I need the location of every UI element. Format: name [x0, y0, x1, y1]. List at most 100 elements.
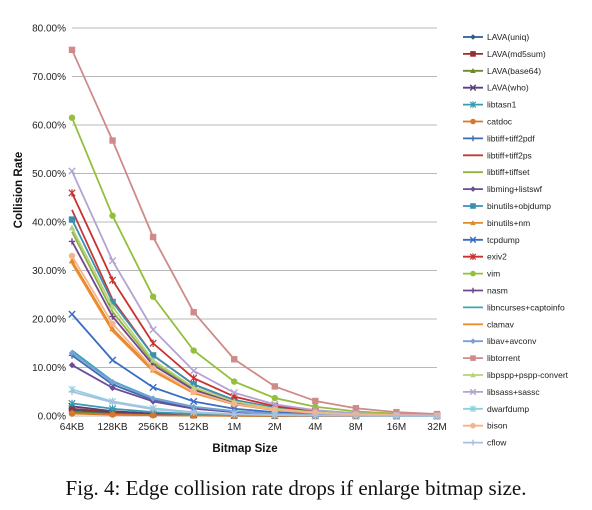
data-point — [68, 224, 76, 231]
legend-label: tcpdump — [487, 235, 520, 245]
data-point — [109, 384, 116, 392]
series-group — [68, 46, 441, 420]
y-axis-ticks: 0.00% 10.00% 20.00% 30.00% 40.00% 50.00% 60.00… — [32, 24, 66, 423]
legend-label: LAVA(uniq) — [487, 32, 529, 42]
series-line — [71, 209, 438, 417]
data-point — [470, 68, 476, 74]
data-point — [190, 409, 197, 416]
legend-item: LAVA(who) — [463, 83, 529, 93]
data-point — [68, 399, 76, 408]
legend-label: libav+avconv — [487, 336, 537, 346]
data-point — [352, 412, 360, 419]
data-point — [393, 412, 400, 420]
data-point — [68, 46, 76, 54]
data-point — [469, 388, 477, 396]
data-point — [231, 378, 238, 385]
legend-item: libpspp+pspp-convert — [463, 370, 569, 380]
figure-caption: Fig. 4: Edge collision rate drops if enl… — [65, 476, 527, 500]
y-tick-label: 30.00% — [32, 266, 66, 277]
data-point — [470, 220, 476, 226]
x-tick-label: 256KB — [138, 422, 168, 433]
data-point — [312, 412, 319, 419]
legend-item: LAVA(uniq) — [463, 32, 529, 42]
legend-label: catdoc — [487, 117, 513, 127]
data-point — [149, 352, 157, 359]
legend-item: dwarfdump — [463, 404, 529, 414]
data-point — [109, 137, 116, 144]
legend-label: LAVA(base64) — [487, 66, 541, 76]
series-line — [71, 390, 438, 417]
data-point — [149, 406, 157, 413]
data-point — [149, 339, 157, 347]
data-point — [109, 313, 116, 320]
series-line — [71, 49, 438, 415]
data-point — [68, 238, 76, 245]
data-point — [312, 397, 319, 405]
data-point — [149, 383, 157, 392]
x-tick-label: 512KB — [179, 422, 209, 433]
legend-item: libtorrent — [463, 353, 521, 363]
legend-label: libpspp+pspp-convert — [487, 370, 569, 380]
y-tick-label: 70.00% — [32, 72, 66, 83]
data-point — [352, 405, 360, 412]
series-line — [71, 192, 438, 417]
series-libtorrent — [68, 46, 441, 418]
x-tick-label: 64KB — [60, 422, 85, 433]
legend-item: libtasn1 — [463, 100, 517, 110]
data-point — [68, 410, 76, 417]
data-point — [231, 411, 238, 418]
data-point — [108, 257, 117, 265]
data-point — [470, 135, 476, 142]
data-point — [68, 361, 76, 369]
legend-label: libtiff+tiff2pdf — [487, 133, 535, 143]
data-point — [68, 189, 76, 197]
legend-label: vim — [487, 269, 500, 279]
data-point — [190, 309, 197, 316]
x-tick-label: 2M — [268, 422, 282, 433]
x-axis-ticks: 64KB 128KB 256KB 512KB 1M 2M 4M 8M 16M 32M — [60, 422, 447, 433]
grid-lines — [72, 27, 437, 417]
data-point — [470, 203, 476, 209]
data-point — [149, 357, 157, 363]
legend-item: binutils+nm — [463, 218, 530, 228]
legend-label: binutils+objdump — [487, 201, 551, 211]
legend-label: nasm — [487, 286, 508, 296]
x-tick-label: 1M — [227, 422, 241, 433]
data-point — [68, 405, 76, 412]
series-exiv2 — [68, 189, 441, 420]
x-axis-title: Bitmap Size — [212, 443, 277, 455]
legend-label: libtorrent — [487, 353, 521, 363]
series-line — [71, 117, 438, 416]
data-point — [109, 298, 116, 306]
legend-label: LAVA(who) — [487, 83, 529, 93]
series-bison — [68, 252, 441, 419]
data-point — [68, 114, 76, 121]
data-point — [190, 403, 197, 411]
data-point — [68, 388, 76, 395]
line-chart: 0.00% 10.00% 20.00% 30.00% 40.00% 50.00% 60.00… — [13, 24, 569, 456]
legend-item: libncurses+captoinfo — [463, 302, 565, 312]
series-libtiff+tiff2ps — [71, 209, 438, 417]
data-point — [469, 405, 477, 413]
data-point — [470, 34, 476, 40]
legend-item: bison — [463, 421, 508, 431]
data-point — [68, 310, 76, 318]
legend-item: clamav — [463, 319, 515, 329]
x-tick-label: 128KB — [98, 422, 128, 433]
data-point — [470, 270, 476, 277]
data-point — [271, 383, 278, 390]
data-point — [149, 325, 157, 334]
series-line — [71, 170, 438, 417]
legend-label: dwarfdump — [487, 404, 529, 414]
data-point — [149, 233, 157, 241]
data-point — [271, 406, 278, 413]
data-point — [190, 384, 197, 390]
legend-item: exiv2 — [463, 252, 507, 262]
legend-item: libtiff+tiffset — [463, 167, 530, 177]
y-tick-label: 80.00% — [32, 24, 66, 35]
legend-item: libsass+sassc — [463, 387, 540, 397]
data-point — [189, 367, 198, 375]
data-point — [190, 374, 198, 382]
legend-item: nasm — [463, 286, 508, 296]
data-point — [470, 372, 476, 378]
